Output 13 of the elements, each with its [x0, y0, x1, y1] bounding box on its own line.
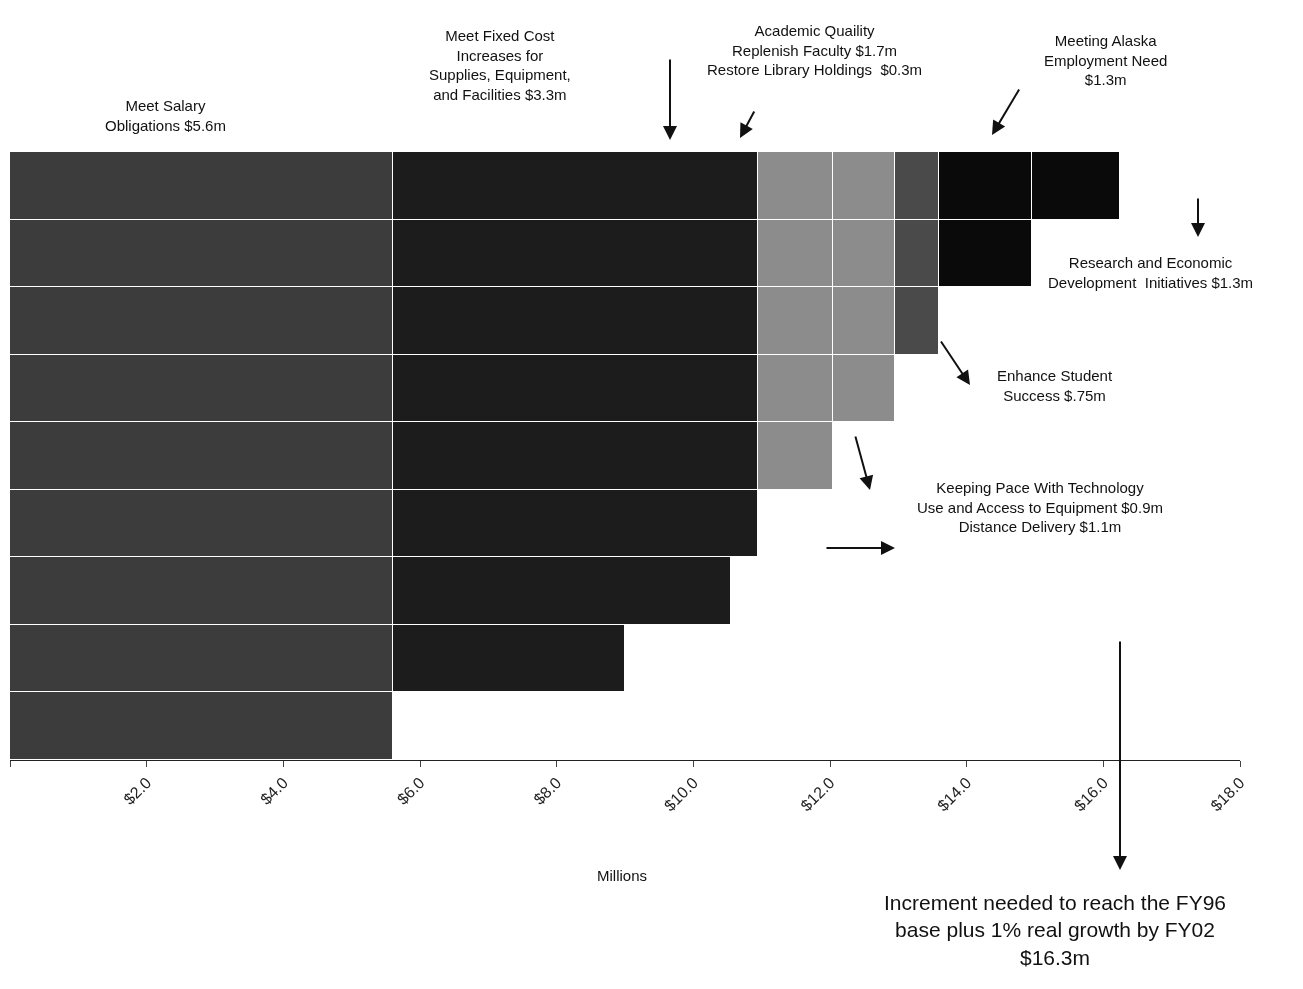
annotation: Keeping Pace With Technology Use and Access to Equipment $0.9m Distance Delivery $1.1m: [917, 479, 1163, 535]
text: Increment needed to reach the FY96 base plus 1% real growth by FY02 $16.3m: [884, 891, 1227, 969]
text: Meeting Alaska Employment Need $1.3m: [1044, 32, 1168, 88]
annotation: Research and Economic Development Initiatives $1.3m: [1048, 254, 1254, 291]
text: Meet Salary Obligations $5.6m: [105, 97, 226, 134]
x-tick-label: $2.0: [120, 773, 155, 808]
text: Meet Fixed Cost Increases for Supplies, Equipment, and Facilities $3.3m: [429, 27, 571, 103]
x-tick-label: $8.0: [530, 773, 565, 808]
annotation: Enhance Student Success $.75m: [997, 367, 1113, 404]
text: Academic Quaility Replenish Faculty $1.7m Restore Library Holdings $0.3m: [707, 22, 923, 78]
x-tick-label: $6.0: [393, 773, 428, 808]
x-tick-label: $4.0: [257, 773, 292, 808]
x-axis-title: Millions: [597, 867, 648, 884]
